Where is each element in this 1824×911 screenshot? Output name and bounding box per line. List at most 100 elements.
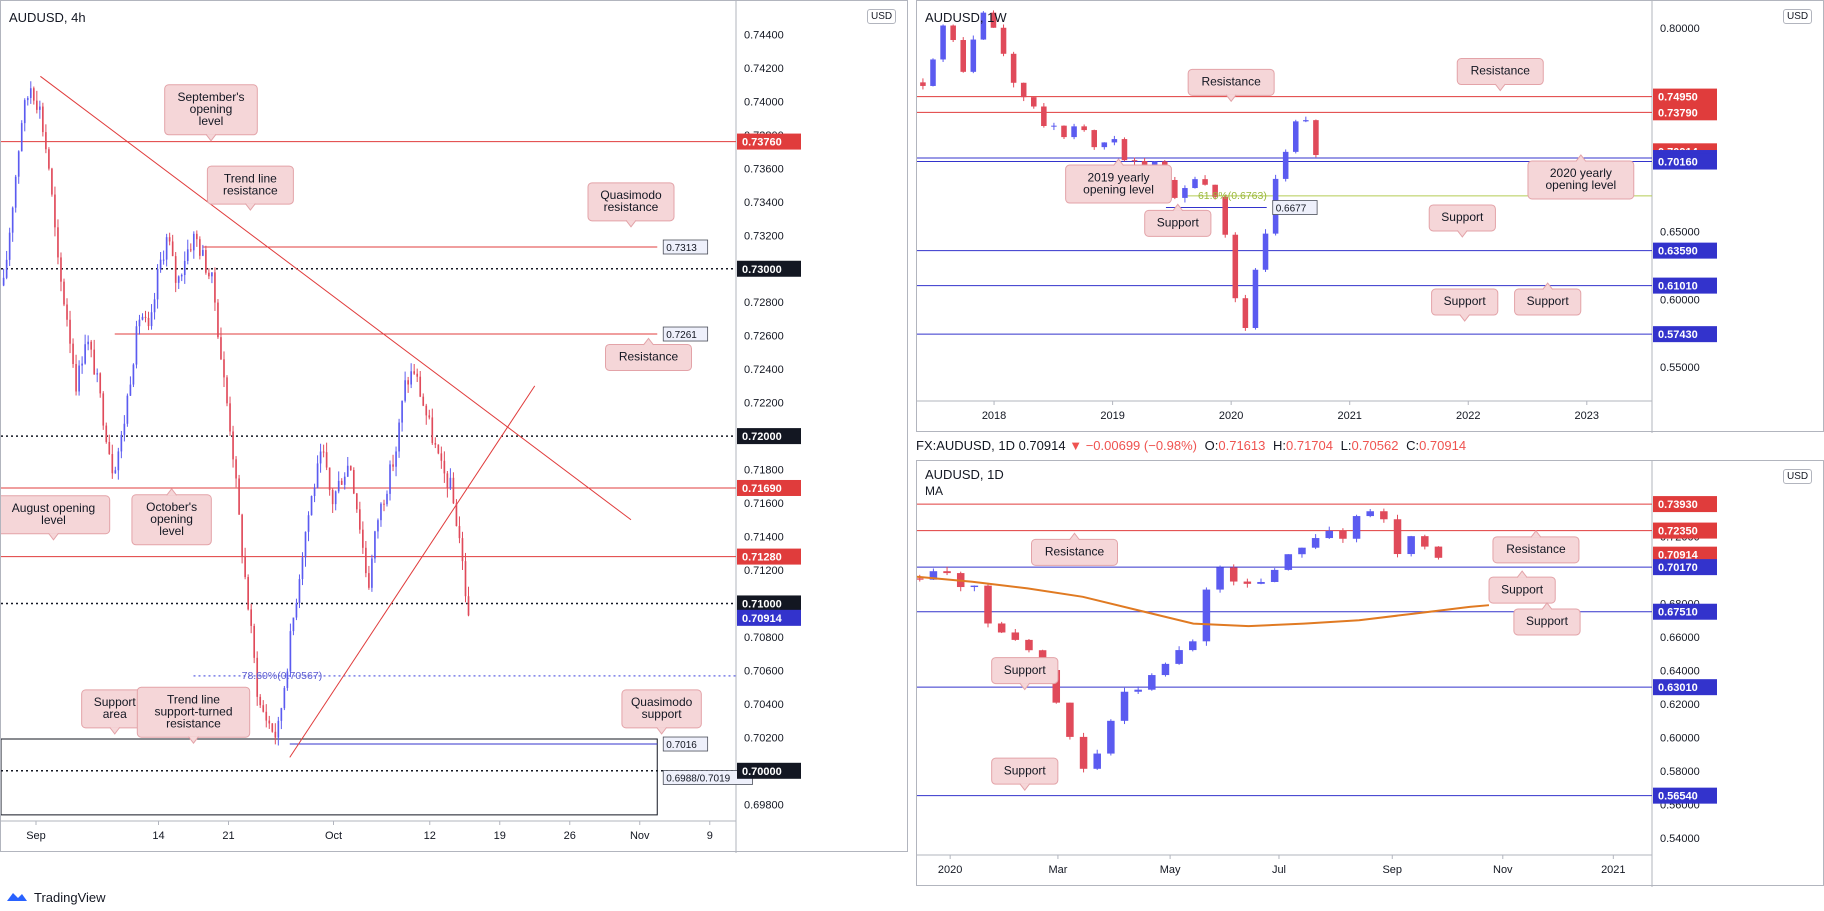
h4-candle-body <box>114 470 117 474</box>
h4-candle-body <box>398 422 400 452</box>
h4-candle-body <box>395 451 397 467</box>
h4-price-label: 0.71000 <box>742 598 782 610</box>
w1-candle-body <box>1000 27 1007 54</box>
h4-candle-body <box>174 256 177 283</box>
footer-brand[interactable]: TradingView <box>34 890 106 905</box>
w1-candle-body <box>1071 126 1077 138</box>
h4-callout-text: opening <box>150 512 193 526</box>
d1-price-label: 0.70914 <box>1658 550 1699 562</box>
h4-callout-pointer <box>625 220 637 228</box>
w1-price-label: 0.61010 <box>1658 281 1698 293</box>
w1-candle-body <box>1313 120 1319 156</box>
h4-chart-panel[interactable]: 0.744000.742000.740000.738000.736000.734… <box>0 0 909 853</box>
d1-indicator-label[interactable]: MA <box>925 484 943 498</box>
w1-currency-button[interactable]: USD <box>1783 9 1813 24</box>
d1-candle-body <box>1052 670 1061 703</box>
d1-chart-canvas[interactable]: 0.740000.720000.700000.680000.660000.640… <box>917 461 1824 887</box>
d1-callout-text: Support <box>1501 582 1544 596</box>
h4-candle-body <box>355 493 358 510</box>
h4-candle-body <box>241 514 243 557</box>
h4-candle-body <box>51 168 53 195</box>
w1-candle-body <box>1091 130 1098 148</box>
h4-candle-body <box>365 547 367 574</box>
h4-candle-body <box>401 400 403 423</box>
h4-candle-body <box>416 373 419 377</box>
d1-currency-button[interactable]: USD <box>1783 469 1813 484</box>
h4-support-area-zone <box>1 738 658 816</box>
w1-candle-body <box>1061 125 1067 138</box>
h4-candle-body <box>57 227 59 258</box>
h4-candle-body <box>78 365 80 392</box>
d1-callout-text: Resistance <box>1045 545 1105 559</box>
h4-callout-pointer <box>166 487 178 496</box>
w1-x-tick-label: 2023 <box>1575 410 1599 422</box>
w1-x-tick-label: 2018 <box>982 410 1006 422</box>
h4-candle-body <box>259 696 262 706</box>
legend-change: ▼ −0.00699 (−0.98%) <box>1069 438 1198 453</box>
h4-chart-canvas[interactable]: 0.744000.742000.740000.738000.736000.734… <box>1 1 909 853</box>
h4-candle-body <box>96 373 99 375</box>
h4-y-tick-label: 0.71400 <box>744 532 784 544</box>
d1-chart-panel[interactable]: 0.740000.720000.700000.680000.660000.640… <box>916 460 1824 887</box>
w1-x-tick-label: 2021 <box>1337 410 1361 422</box>
h4-value-box-label: 0.6988/0.7019 <box>666 773 730 784</box>
h4-currency-button[interactable]: USD <box>867 9 897 24</box>
h4-y-tick-label: 0.69800 <box>744 799 784 811</box>
h4-candle-body <box>45 132 47 150</box>
w1-candle-body <box>1020 82 1027 98</box>
h4-candle-body <box>238 478 240 515</box>
h4-y-tick-label: 0.70200 <box>744 732 784 744</box>
h4-value-box <box>662 239 709 255</box>
w1-chart-panel[interactable]: 0.800000.750000.700000.650000.600000.550… <box>916 0 1824 433</box>
d1-candle-body <box>1148 675 1156 690</box>
h4-candle-body <box>105 425 108 442</box>
h4-candle-body <box>26 97 29 101</box>
h4-candle-body <box>211 272 213 277</box>
h4-price-label-bg <box>737 548 801 565</box>
d1-callout-pointer <box>1530 530 1542 538</box>
h4-candle-body <box>277 720 280 738</box>
h4-price-label-bg <box>737 595 801 612</box>
w1-callout-pointer <box>1542 282 1554 290</box>
w1-candle-body <box>990 12 997 28</box>
d1-candle-body <box>1393 519 1402 555</box>
w1-chart-canvas[interactable]: 0.800000.750000.700000.650000.600000.550… <box>917 1 1824 433</box>
w1-candle-body <box>950 25 956 41</box>
h4-y-tick-label: 0.73600 <box>744 163 784 175</box>
h4-candle-body <box>458 526 461 539</box>
tradingview-logo-icon[interactable] <box>6 887 28 911</box>
w1-candle-body <box>940 25 946 60</box>
legend-open: 0.71613 <box>1218 438 1266 453</box>
h4-candle-body <box>422 396 425 406</box>
h4-y-tick-label: 0.74000 <box>744 96 784 108</box>
d1-callout-pointer <box>1019 682 1031 691</box>
d1-candle-body <box>1352 516 1361 539</box>
h4-x-tick-label: 12 <box>424 830 436 842</box>
d1-moving-average-line <box>917 575 1490 628</box>
h4-candle-body <box>461 538 464 562</box>
w1-candle-body <box>930 59 936 86</box>
h4-candle-body <box>63 281 65 305</box>
h4-candle-body <box>168 237 171 242</box>
h4-candle-body <box>437 444 440 454</box>
h4-candle-body <box>87 341 89 345</box>
h4-callout-text: August opening <box>12 501 95 515</box>
h4-candle-body <box>111 454 114 474</box>
d1-x-tick-label: 2020 <box>938 864 962 876</box>
w1-candle-body <box>1252 269 1259 328</box>
h4-x-tick-label: 19 <box>494 830 506 842</box>
h4-candle-body <box>319 451 322 464</box>
h4-candle-body <box>202 250 204 256</box>
legend-close: 0.70914 <box>1419 438 1467 453</box>
d1-y-tick-label: 0.62000 <box>1660 699 1700 711</box>
d1-callout-pointer <box>1069 532 1080 541</box>
d1-callout-text: Support <box>1526 614 1569 628</box>
h4-candle-body <box>307 515 310 532</box>
w1-callout-text: opening level <box>1083 182 1154 196</box>
h4-callout-pointer <box>188 736 199 745</box>
d1-candle-body <box>1229 567 1238 582</box>
